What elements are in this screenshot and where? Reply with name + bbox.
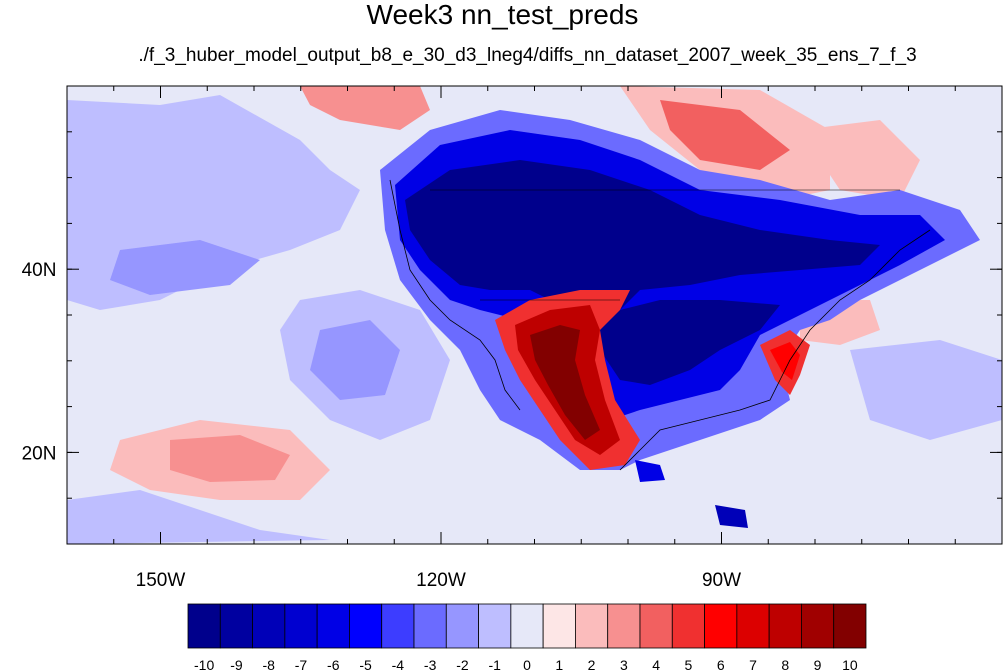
colorbar-label: -5 <box>359 657 372 672</box>
colorbar-label: 2 <box>588 657 596 672</box>
plot-title: Week3 nn_test_preds <box>366 0 639 30</box>
colorbar-swatch <box>510 603 544 649</box>
colorbar-swatch <box>445 603 479 649</box>
x-tick-label: 90W <box>702 570 741 591</box>
colorbar-label: 5 <box>685 657 693 672</box>
colorbar-label: -2 <box>456 657 469 672</box>
x-tick-label: 120W <box>416 570 466 591</box>
field-patch <box>850 340 1002 440</box>
field-patch <box>67 490 330 544</box>
colorbar-swatch <box>542 603 576 649</box>
colorbar-swatch <box>381 603 415 649</box>
colorbar-label: -9 <box>230 657 243 672</box>
colorbar-swatch <box>219 603 253 649</box>
colorbar-swatch <box>801 603 835 649</box>
colorbar-swatch <box>768 603 802 649</box>
colorbar-swatch <box>671 603 705 649</box>
x-tick-label: 150W <box>136 570 186 591</box>
coastline <box>619 229 931 471</box>
field-patch <box>110 240 260 295</box>
field-patch <box>300 86 430 130</box>
colorbar-swatch <box>284 603 318 649</box>
colorbar-label: -7 <box>295 657 308 672</box>
map-axis-ticks: 150W 120W 90W 40N 20N <box>22 86 1002 591</box>
colorbar-label: 6 <box>717 657 725 672</box>
field-patch <box>170 435 290 482</box>
colorbar-swatch <box>187 603 221 649</box>
field-patch <box>800 120 920 200</box>
field-patch <box>770 342 800 380</box>
colorbar-label: 3 <box>620 657 628 672</box>
y-tick-label: 20N <box>22 443 57 464</box>
colorbar-swatch <box>639 603 673 649</box>
y-tick-label: 40N <box>22 260 57 281</box>
colorbar-label: 0 <box>523 657 531 672</box>
field-patch <box>660 100 790 170</box>
colorbar-swatch <box>833 603 867 649</box>
field-patch <box>715 505 748 528</box>
colorbar-label: -1 <box>488 657 501 672</box>
colorbar: -10 -9 -8 -7 -6 -5 -4 -3 -2 -1 0 1 2 3 4 5 6 7 8 9 10 <box>187 603 867 672</box>
plot-subtitle: ./f_3_huber_model_output_b8_e_30_d3_lneg… <box>138 45 917 66</box>
coastline <box>389 179 521 411</box>
colorbar-swatch <box>704 603 738 649</box>
colorbar-label: -10 <box>194 657 214 672</box>
field-patch <box>530 325 600 440</box>
colorbar-label: 4 <box>652 657 660 672</box>
field-patch <box>310 320 400 400</box>
colorbar-label: 9 <box>814 657 822 672</box>
colorbar-label: 10 <box>842 657 858 672</box>
colorbar-swatch <box>349 603 383 649</box>
colorbar-swatch <box>575 603 609 649</box>
colorbar-label: 8 <box>781 657 789 672</box>
field-patch <box>635 460 665 482</box>
colorbar-label: -4 <box>392 657 405 672</box>
colorbar-swatch <box>316 603 350 649</box>
colorbar-swatch <box>736 603 770 649</box>
colorbar-label: -3 <box>424 657 437 672</box>
colorbar-swatch <box>413 603 447 649</box>
colorbar-swatch <box>607 603 641 649</box>
field-patch <box>405 160 880 385</box>
colorbar-label: 1 <box>555 657 563 672</box>
colorbar-label: 7 <box>749 657 757 672</box>
map-field <box>67 86 1002 544</box>
colorbar-swatch <box>478 603 512 649</box>
colorbar-swatch <box>252 603 286 649</box>
colorbar-label: -6 <box>327 657 340 672</box>
colorbar-label: -8 <box>262 657 275 672</box>
